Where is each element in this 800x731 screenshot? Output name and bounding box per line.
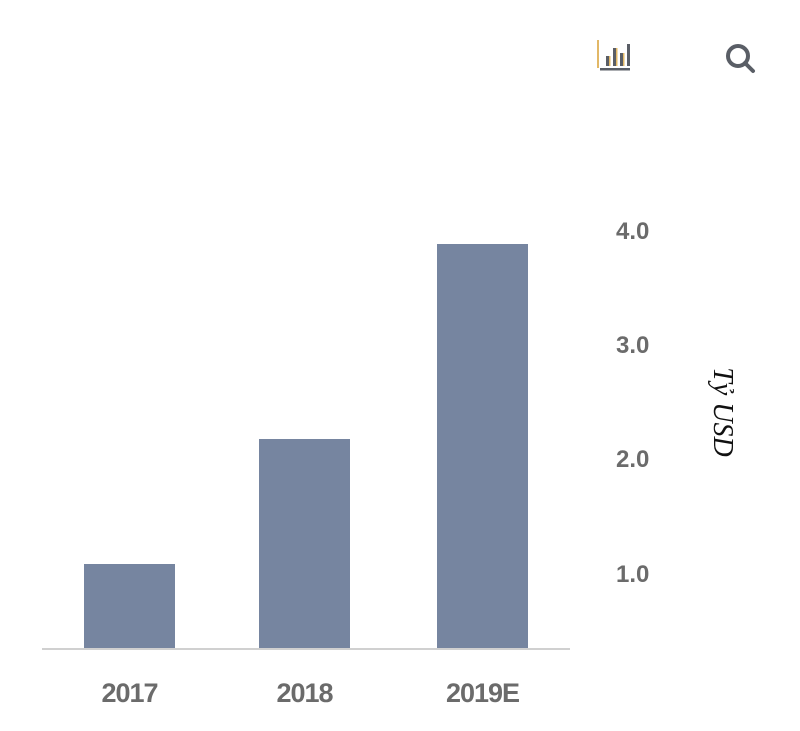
y-tick-label: 2.0 bbox=[616, 446, 650, 474]
bar-2018[interactable] bbox=[259, 438, 350, 648]
search-icon[interactable] bbox=[724, 42, 758, 76]
x-tick-label: 2019E bbox=[445, 678, 520, 708]
y-tick-label: 4.0 bbox=[616, 217, 650, 245]
x-axis-line bbox=[42, 648, 570, 650]
bar-2019E[interactable] bbox=[437, 244, 528, 648]
y-axis-title: Tỷ USD bbox=[707, 367, 738, 457]
y-tick-label: 1.0 bbox=[616, 560, 650, 588]
bar-chart-icon[interactable] bbox=[596, 38, 630, 72]
x-tick-label: 2018 bbox=[276, 678, 333, 708]
bar-2017[interactable] bbox=[84, 564, 175, 648]
x-tick-label: 2017 bbox=[101, 678, 158, 708]
y-tick-label: 3.0 bbox=[616, 332, 650, 360]
